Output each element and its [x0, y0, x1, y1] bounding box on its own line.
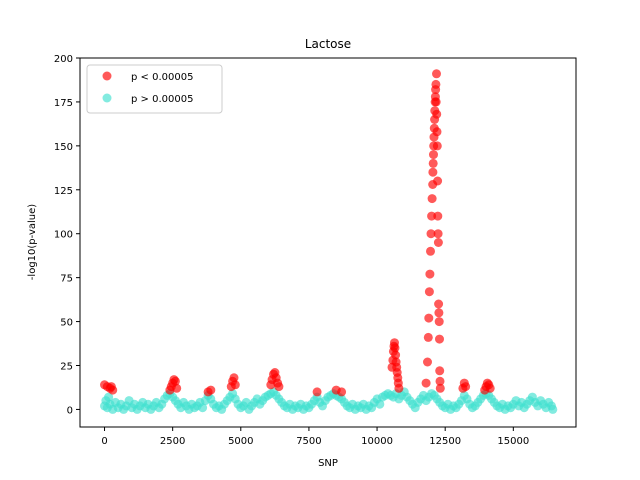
legend-label-nonsignificant: p > 0.00005: [131, 94, 193, 105]
point-significant: [230, 380, 240, 390]
point-significant: [421, 378, 431, 388]
point-significant: [426, 246, 435, 256]
point-significant: [229, 373, 239, 383]
point-significant: [434, 317, 444, 327]
point-significant: [426, 229, 436, 239]
x-tick-label: 10000: [361, 436, 393, 447]
point-significant: [432, 127, 442, 137]
point-nonsignificant: [198, 403, 208, 413]
point-significant: [432, 109, 442, 119]
point-significant: [423, 357, 432, 367]
plot-frame: [79, 57, 577, 428]
y-tick-label: 200: [54, 54, 73, 65]
point-significant: [433, 238, 443, 247]
chart-title: Lactose: [305, 37, 351, 51]
point-significant: [391, 350, 401, 360]
point-significant: [337, 387, 347, 397]
y-tick-label: 25: [60, 362, 73, 373]
y-tick-label: 150: [54, 142, 73, 153]
point-significant: [424, 313, 434, 323]
point-significant: [424, 287, 434, 297]
point-significant: [433, 229, 443, 239]
point-significant: [435, 334, 444, 344]
x-tick-label: 12500: [429, 436, 461, 447]
point-significant: [429, 150, 438, 160]
point-significant: [427, 211, 437, 221]
point-significant: [206, 385, 216, 395]
plot-points: [100, 69, 558, 414]
y-axis-ticks: 0 25 50 75 100 125 150 175 200: [54, 54, 80, 416]
y-tick-label: 125: [54, 186, 73, 197]
point-significant: [433, 176, 443, 186]
y-tick-label: 0: [67, 405, 73, 416]
x-tick-label: 15000: [497, 436, 529, 447]
point-significant: [485, 383, 495, 393]
point-significant: [172, 383, 182, 393]
point-significant: [432, 141, 442, 151]
point-significant: [431, 85, 441, 95]
x-tick-label: 5000: [228, 436, 253, 447]
x-axis-ticks: 0 2500 5000 7500 10000 12500 15000: [101, 427, 529, 447]
x-tick-label: 7500: [296, 436, 321, 447]
point-significant: [428, 158, 438, 168]
legend-marker-significant: [102, 71, 112, 81]
point-significant: [434, 308, 444, 318]
point-significant: [312, 387, 322, 397]
point-significant: [394, 383, 404, 393]
x-tick-label: 2500: [160, 436, 185, 447]
point-significant: [461, 382, 471, 392]
point-significant: [434, 299, 444, 309]
point-nonsignificant: [104, 392, 114, 402]
point-nonsignificant: [375, 399, 385, 409]
point-significant: [431, 97, 441, 107]
point-significant: [435, 376, 445, 386]
point-significant: [423, 332, 433, 342]
point-significant: [428, 167, 438, 177]
point-significant: [390, 343, 400, 353]
legend-label-significant: p < 0.00005: [131, 72, 193, 83]
y-tick-label: 50: [60, 318, 73, 329]
point-significant: [433, 211, 443, 221]
point-significant: [427, 194, 437, 204]
y-axis-label: -log10(p-value): [27, 204, 38, 280]
point-significant: [432, 69, 441, 79]
point-significant: [170, 376, 180, 386]
legend-marker-nonsignificant: [102, 93, 112, 103]
y-tick-label: 100: [54, 230, 73, 241]
point-nonsignificant: [548, 404, 558, 414]
x-tick-label: 0: [101, 436, 107, 447]
point-significant: [108, 385, 118, 395]
x-axis-label: SNP: [318, 458, 338, 469]
y-tick-label: 175: [54, 98, 73, 109]
point-significant: [435, 366, 445, 376]
point-significant: [425, 269, 435, 279]
legend-box: [86, 64, 223, 114]
legend: p < 0.00005 p > 0.00005: [86, 64, 223, 114]
point-significant: [435, 383, 445, 393]
y-tick-label: 75: [60, 274, 73, 285]
point-significant: [274, 382, 284, 392]
